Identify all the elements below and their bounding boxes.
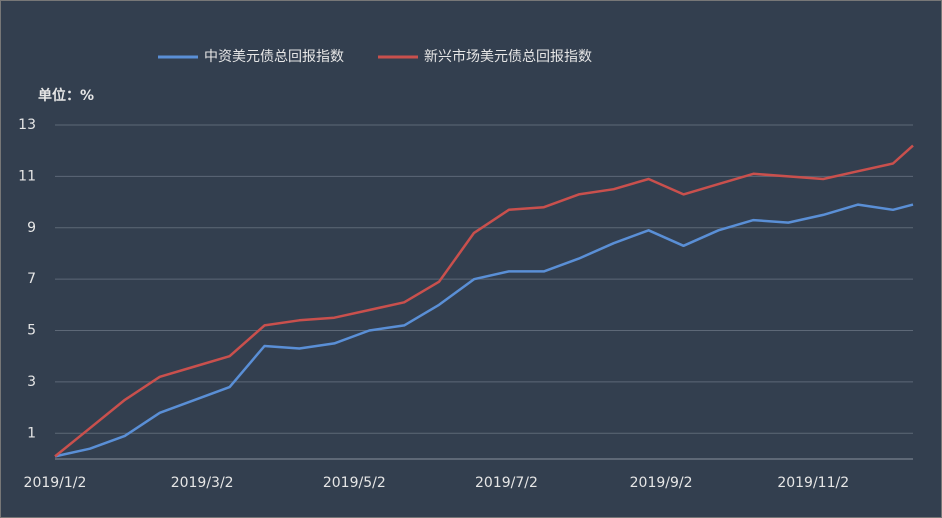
legend-label: 中资美元债总回报指数 — [204, 49, 344, 65]
y-tick-label: 7 — [27, 271, 36, 287]
y-tick-label: 13 — [18, 117, 36, 133]
series-line — [54, 144, 914, 458]
legend-label: 新兴市场美元债总回报指数 — [424, 48, 592, 65]
x-tick-label: 2019/3/2 — [171, 475, 234, 491]
y-tick-label: 5 — [27, 323, 36, 339]
x-tick-label: 2019/5/2 — [323, 475, 386, 491]
unit-label: 单位：% — [38, 87, 94, 104]
y-tick-label: 11 — [18, 168, 36, 184]
y-tick-label: 1 — [27, 425, 36, 441]
x-tick-label: 2019/1/2 — [24, 475, 87, 491]
series-line — [54, 203, 914, 458]
y-tick-label: 9 — [27, 220, 36, 236]
x-tick-label: 2019/7/2 — [475, 475, 538, 491]
x-tick-label: 2019/11/2 — [777, 475, 849, 491]
x-tick-label: 2019/9/2 — [630, 475, 693, 491]
y-tick-label: 3 — [27, 374, 36, 390]
